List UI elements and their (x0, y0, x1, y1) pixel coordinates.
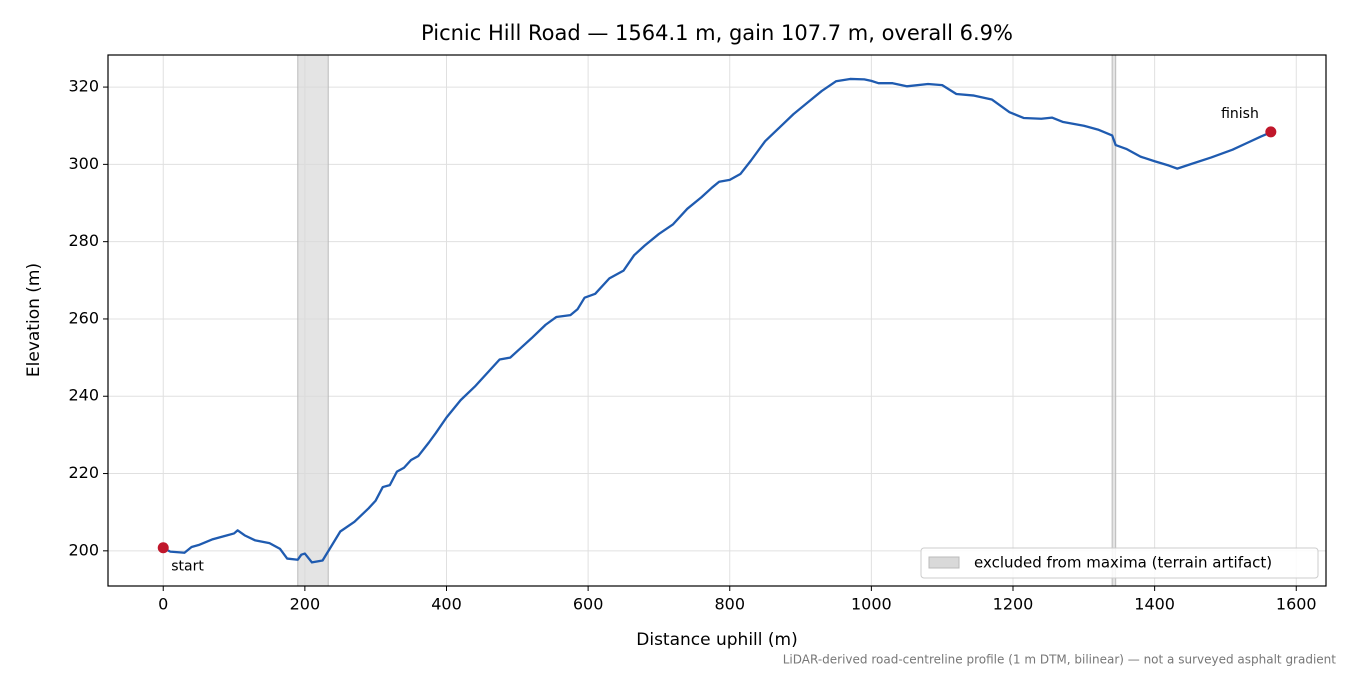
elevation-line (162, 77, 1272, 564)
x-tick-label: 1200 (993, 595, 1034, 614)
x-tick-label: 200 (290, 595, 321, 614)
x-tick-label: 1600 (1276, 595, 1317, 614)
y-tick-label: 200 (68, 540, 99, 559)
chart-title: Picnic Hill Road — 1564.1 m, gain 107.7 … (421, 21, 1013, 45)
endpoint-marker (1265, 126, 1277, 138)
x-tick-label: 1400 (1134, 595, 1175, 614)
legend-swatch (928, 556, 960, 569)
endpoint-marker (157, 542, 169, 554)
legend-label: excluded from maxima (terrain artifact) (974, 554, 1272, 572)
endpoint-label: start (171, 559, 204, 575)
x-tick-label: 400 (431, 595, 462, 614)
x-axis-label: Distance uphill (m) (636, 630, 797, 650)
excluded-range (297, 54, 329, 587)
x-tick-label: 0 (158, 595, 168, 614)
y-tick-label: 240 (68, 386, 99, 405)
y-tick-label: 320 (68, 77, 99, 96)
y-tick-label: 220 (68, 463, 99, 482)
x-tick-label: 1000 (851, 595, 892, 614)
x-tick-label: 800 (714, 595, 745, 614)
y-tick-label: 300 (68, 154, 99, 173)
y-axis-label: Elevation (m) (24, 263, 44, 377)
legend-box (920, 547, 1319, 579)
y-tick-label: 260 (68, 308, 99, 327)
footnote: LiDAR-derived road-centreline profile (1… (783, 653, 1337, 667)
endpoint-label: finish (1221, 106, 1259, 122)
x-tick-label: 600 (573, 595, 604, 614)
y-tick-label: 280 (68, 231, 99, 250)
plot-frame (107, 54, 1327, 587)
